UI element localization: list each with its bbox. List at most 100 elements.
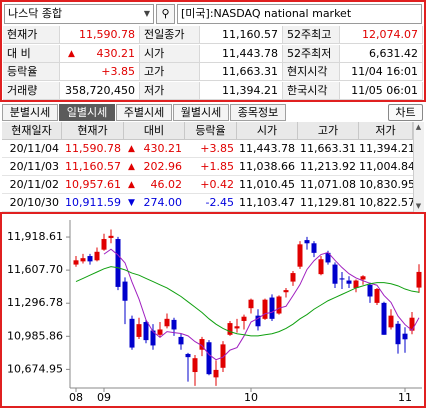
quote-value: 11,160.57 <box>200 26 283 44</box>
candle-body <box>206 342 212 375</box>
quote-value: 11/04 16:01 <box>340 63 423 81</box>
quote-panel <box>0 0 426 102</box>
candle-body <box>185 353 191 358</box>
quote-value: 430.21 <box>60 44 140 63</box>
candle-body <box>255 315 261 327</box>
candle-body <box>164 318 170 327</box>
column-header: 등락율 <box>185 122 237 140</box>
market-name-box: [미국]:NASDAQ national market <box>177 4 422 24</box>
candle-body <box>353 280 359 288</box>
candle-body <box>276 296 282 314</box>
quote-label: 고가 <box>140 63 200 81</box>
moving-average <box>103 248 420 361</box>
table-cell: 11,103.47 <box>237 194 298 212</box>
candle-body <box>87 256 93 262</box>
table-cell: 20/10/30 <box>2 194 62 212</box>
candle-body <box>360 276 366 280</box>
column-header: 현재일자 <box>2 122 62 140</box>
candle-body <box>325 252 331 263</box>
candle-body <box>157 329 163 335</box>
column-header: 고가 <box>298 122 359 140</box>
candle-body <box>395 323 401 345</box>
quote-label: 현재가 <box>3 26 60 44</box>
candle-body <box>227 323 233 335</box>
table-cell: 11,443.78 <box>237 140 298 158</box>
quote-label: 현지시각 <box>283 63 340 81</box>
tab[interactable]: 월별시세 <box>173 104 229 121</box>
x-tick-label: 10 <box>244 391 258 404</box>
table-cell: 10,822.57 <box>359 194 413 212</box>
scroll-up[interactable]: ▲ <box>415 123 422 131</box>
table-cell: 11,038.66 <box>237 158 298 176</box>
candle-body <box>297 244 303 267</box>
tab[interactable]: 일별시세 <box>59 104 115 121</box>
candle-body <box>332 264 338 284</box>
candle-body <box>409 317 415 331</box>
candle-body <box>248 299 254 309</box>
chart-button[interactable]: 차트 <box>388 104 423 121</box>
candle-body <box>318 259 324 275</box>
market-select-text: 나스닥 종합 <box>8 7 63 20</box>
candle-body <box>220 344 226 368</box>
table-cell: 430.21 <box>124 140 185 158</box>
quote-label: 등락율 <box>3 63 60 81</box>
candle-body <box>234 326 240 329</box>
table-cell: 11,663.31 <box>298 140 359 158</box>
candle-body <box>178 336 184 345</box>
quote-value: 11,663.31 <box>200 63 283 81</box>
table-cell: 11,071.08 <box>298 176 359 194</box>
candle-body <box>374 289 380 303</box>
chart-frame <box>0 212 426 408</box>
candle-body <box>262 299 268 319</box>
dropdown-arrow[interactable]: ▼ <box>143 9 151 18</box>
candle-body <box>416 271 422 288</box>
candle-body <box>150 330 156 346</box>
table-cell: 202.96 <box>124 158 185 176</box>
change-sign: ▼ <box>128 198 135 208</box>
table-cell: 11,010.45 <box>237 176 298 194</box>
search-button[interactable]: ⚲ <box>156 4 175 24</box>
change-sign: ▲ <box>128 180 135 190</box>
tab[interactable]: 분별시세 <box>2 104 58 121</box>
tab[interactable]: 종목정보 <box>230 104 286 121</box>
scrollbar[interactable] <box>413 122 424 212</box>
table-cell: 11,004.84 <box>359 158 413 176</box>
table-cell: 11,590.78 <box>62 140 124 158</box>
candle-body <box>367 284 373 297</box>
candle-body <box>108 235 114 238</box>
quote-value: 11,394.21 <box>200 81 283 100</box>
quote-value: +3.85 <box>60 63 140 81</box>
candle-body <box>192 358 198 373</box>
candle-body <box>94 251 100 261</box>
table-cell: 11,213.92 <box>298 158 359 176</box>
candle-body <box>143 322 149 341</box>
scroll-down[interactable]: ▼ <box>415 202 422 210</box>
market-select[interactable]: 나스닥 종합 <box>4 4 154 24</box>
quote-value: 12,074.07 <box>340 26 423 44</box>
y-tick-label: 10,985.86 <box>7 329 63 342</box>
quote-value: 358,720,450 <box>60 81 140 100</box>
candle-body <box>115 239 121 287</box>
y-tick-label: 11,296.78 <box>7 296 63 309</box>
column-header: 현재가 <box>62 122 124 140</box>
table-cell: +1.85 <box>185 158 237 176</box>
quote-label: 거래량 <box>3 81 60 100</box>
x-tick-label: 08 <box>69 391 83 404</box>
table-cell: 10,830.95 <box>359 176 413 194</box>
quote-label: 52주최저 <box>283 44 340 63</box>
tab[interactable]: 주별시세 <box>116 104 172 121</box>
table-cell: 10,957.61 <box>62 176 124 194</box>
quote-label: 한국시각 <box>283 81 340 100</box>
table-cell: +0.42 <box>185 176 237 194</box>
candle-body <box>290 273 296 282</box>
table-cell: 11,160.57 <box>62 158 124 176</box>
candle-body <box>311 243 317 253</box>
y-tick-label: 11,918.61 <box>7 230 63 243</box>
candle-body <box>388 315 394 328</box>
candle-body <box>283 290 289 293</box>
quote-label: 전일종가 <box>140 26 200 44</box>
table-cell: 46.02 <box>124 176 185 194</box>
x-tick-label: 11 <box>398 391 412 404</box>
